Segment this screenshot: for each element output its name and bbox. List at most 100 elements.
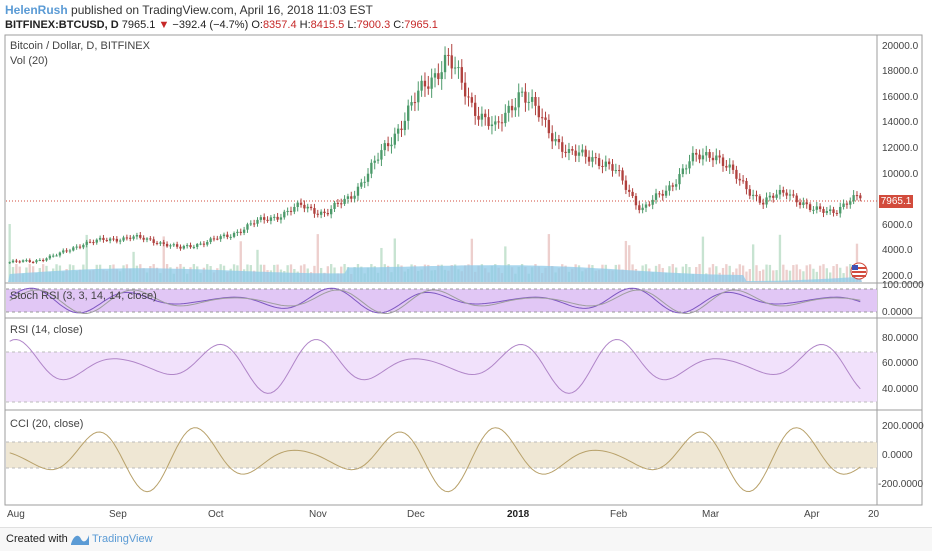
- volume-bar: [751, 244, 755, 282]
- last-price: 7965.1: [121, 19, 156, 31]
- candle-body: [802, 202, 805, 205]
- volume-bar: [802, 271, 805, 282]
- candle-body: [259, 217, 263, 220]
- candle-body: [818, 206, 822, 210]
- candle-body: [286, 210, 289, 212]
- cci-y-tick: -200.0000: [878, 479, 924, 490]
- candle-body: [162, 242, 165, 244]
- candle-body: [135, 235, 139, 237]
- candle-body: [92, 242, 95, 244]
- publish-header: HelenRush published on TradingView.com, …: [5, 2, 373, 18]
- candle-body: [567, 149, 571, 154]
- volume-bar: [792, 265, 795, 282]
- candle-body: [72, 247, 75, 251]
- volume-bar: [701, 236, 705, 282]
- y-tick-label: 20000.0: [882, 41, 919, 52]
- candle-body: [139, 235, 142, 238]
- stoch-y-tick: 100.0000: [882, 280, 924, 291]
- tradingview-link[interactable]: TradingView: [92, 533, 153, 545]
- x-tick-label: Dec: [407, 509, 425, 520]
- volume-bar: [788, 270, 792, 282]
- candle-body: [152, 239, 155, 243]
- candle-body: [849, 201, 852, 205]
- volume-bar: [768, 264, 772, 282]
- tradingview-logo-icon[interactable]: [70, 532, 90, 546]
- candle-body: [407, 105, 410, 121]
- candle-body: [601, 165, 604, 167]
- candle-body: [172, 244, 175, 246]
- volume-bar: [239, 241, 242, 282]
- candle-body: [443, 54, 447, 73]
- open-value: 8357.4: [262, 19, 297, 31]
- candle-body: [785, 192, 788, 196]
- y-tick-label: 16000.0: [882, 92, 919, 103]
- volume-bar: [15, 264, 18, 282]
- candle-body: [85, 241, 88, 245]
- candle-body: [782, 189, 785, 193]
- candle-body: [852, 195, 855, 202]
- candle-body: [222, 234, 226, 237]
- candle-body: [725, 165, 728, 168]
- cci-y-tick: 200.0000: [882, 421, 924, 432]
- volume-bars: [8, 224, 862, 282]
- candle-body: [540, 117, 544, 119]
- x-tick-label: Apr: [804, 509, 820, 520]
- candle-body: [561, 142, 564, 152]
- candle-body: [175, 244, 179, 247]
- candle-body: [360, 182, 363, 187]
- candle-body: [279, 217, 283, 220]
- candle-body: [477, 115, 480, 120]
- candle-body: [437, 73, 440, 80]
- x-tick-label: Mar: [702, 509, 720, 520]
- candle-body: [293, 207, 296, 212]
- candle-body: [638, 205, 641, 211]
- candle-body: [661, 193, 664, 196]
- candle-body: [199, 243, 202, 245]
- candle-body: [755, 194, 758, 197]
- y-tick-label: 18000.0: [882, 66, 919, 77]
- volume-bar: [782, 264, 785, 282]
- chart-canvas[interactable]: [0, 0, 932, 527]
- candle-body: [18, 261, 21, 263]
- author-link[interactable]: HelenRush: [5, 3, 68, 17]
- candle-body: [189, 245, 192, 248]
- candle-body: [808, 204, 812, 211]
- candle-body: [48, 255, 52, 259]
- candle-body: [159, 242, 162, 244]
- volume-bar: [624, 240, 628, 282]
- candle-body: [41, 259, 45, 261]
- candle-body: [78, 246, 82, 248]
- volume-bar: [839, 267, 842, 282]
- candle-body: [108, 238, 112, 241]
- candle-body: [306, 206, 309, 209]
- candle-body: [149, 238, 152, 240]
- candle-body: [340, 203, 343, 205]
- candle-body: [182, 246, 185, 249]
- candle-body: [440, 72, 443, 80]
- candle-body: [82, 244, 85, 248]
- candle-body: [202, 243, 206, 245]
- candle-body: [621, 170, 624, 181]
- candle-body: [825, 210, 829, 213]
- y-tick-label: 2000.0: [882, 271, 913, 282]
- volume-bar: [725, 264, 728, 282]
- candle-body: [651, 199, 654, 205]
- candle-body: [557, 139, 561, 143]
- candle-body: [674, 184, 678, 187]
- candle-body: [330, 208, 333, 215]
- candle-body: [654, 193, 658, 200]
- candle-body: [239, 231, 242, 233]
- volume-bar: [755, 265, 758, 282]
- candle-body: [480, 113, 484, 120]
- candle-body: [705, 152, 708, 156]
- candle-body: [45, 258, 48, 261]
- candle-body: [165, 243, 169, 247]
- candle-body: [758, 196, 762, 203]
- candle-body: [417, 90, 420, 103]
- volume-bar: [845, 266, 849, 282]
- volume-bar: [741, 265, 745, 282]
- candle-body: [186, 245, 189, 247]
- candle-body: [607, 161, 611, 165]
- cci-band: [6, 442, 877, 468]
- flag-badge-icon[interactable]: [850, 262, 868, 280]
